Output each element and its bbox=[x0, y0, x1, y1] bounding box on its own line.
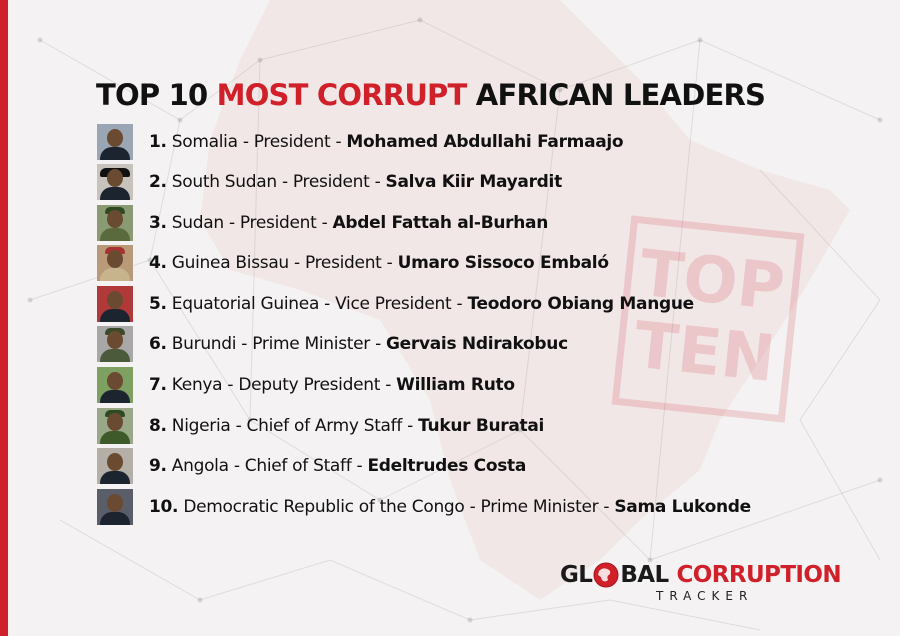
globe-icon bbox=[593, 562, 619, 588]
avatar bbox=[97, 123, 133, 160]
rank-number: 4. bbox=[149, 253, 167, 274]
rank-number: 7. bbox=[149, 375, 167, 396]
list-item: 4. Guinea Bissau - President - Umaro Sis… bbox=[97, 245, 751, 282]
leader-name: Mohamed Abdullahi Farmaajo bbox=[346, 131, 624, 152]
leader-name: Umaro Sissoco Embaló bbox=[397, 253, 609, 274]
logo-text-corruption: CORRUPTION bbox=[676, 562, 842, 588]
leader-name: Edeltrudes Costa bbox=[367, 456, 527, 477]
leader-role: Sudan - President - bbox=[166, 212, 333, 233]
avatar bbox=[97, 326, 133, 363]
leader-role: Burundi - Prime Minister - bbox=[166, 334, 387, 355]
leaders-list: 1. Somalia - President - Mohamed Abdulla… bbox=[97, 123, 751, 529]
avatar bbox=[97, 367, 133, 404]
leader-name: Abdel Fattah al-Burhan bbox=[332, 212, 549, 233]
list-item: 5. Equatorial Guinea - Vice President - … bbox=[97, 285, 751, 322]
list-item: 10. Democratic Republic of the Congo - P… bbox=[97, 488, 751, 525]
rank-number: 5. bbox=[149, 293, 167, 314]
rank-number: 9. bbox=[149, 456, 167, 477]
list-item: 1. Somalia - President - Mohamed Abdulla… bbox=[97, 123, 751, 160]
leader-name: Teodoro Obiang Mangue bbox=[467, 293, 694, 314]
rank-number: 6. bbox=[149, 334, 167, 355]
list-item: 7. Kenya - Deputy President - William Ru… bbox=[97, 367, 751, 404]
list-item: 8. Nigeria - Chief of Army Staff - Tukur… bbox=[97, 407, 751, 444]
title-suffix: AFRICAN LEADERS bbox=[466, 78, 766, 112]
rank-number: 3. bbox=[149, 212, 167, 233]
list-item: 2. South Sudan - President - Salva Kiir … bbox=[97, 164, 751, 201]
avatar bbox=[97, 488, 133, 525]
list-item: 9. Angola - Chief of Staff - Edeltrudes … bbox=[97, 448, 751, 485]
avatar bbox=[97, 164, 133, 201]
leader-role: Nigeria - Chief of Army Staff - bbox=[166, 415, 419, 436]
leader-role: South Sudan - President - bbox=[166, 172, 386, 193]
rank-number: 10. bbox=[149, 496, 179, 517]
leader-role: Guinea Bissau - President - bbox=[166, 253, 398, 274]
leader-name: Tukur Buratai bbox=[418, 415, 545, 436]
avatar bbox=[97, 204, 133, 241]
list-item: 3. Sudan - President - Abdel Fattah al-B… bbox=[97, 204, 751, 241]
logo-text-gl: GL bbox=[560, 562, 593, 588]
leader-role: Democratic Republic of the Congo - Prime… bbox=[178, 496, 615, 517]
leader-name: William Ruto bbox=[396, 375, 515, 396]
avatar bbox=[97, 407, 133, 444]
list-item: 6. Burundi - Prime Minister - Gervais Nd… bbox=[97, 326, 751, 363]
leader-role: Angola - Chief of Staff - bbox=[166, 456, 368, 477]
avatar bbox=[97, 285, 133, 322]
leader-name: Gervais Ndirakobuc bbox=[386, 334, 568, 355]
rank-number: 2. bbox=[149, 172, 167, 193]
leader-name: Sama Lukonde bbox=[614, 496, 751, 517]
rank-number: 8. bbox=[149, 415, 167, 436]
left-accent-bar bbox=[0, 0, 8, 636]
title-accent: MOST CORRUPT bbox=[216, 78, 468, 112]
page-title: TOP 10 MOST CORRUPT AFRICAN LEADERS bbox=[96, 78, 766, 112]
leader-role: Equatorial Guinea - Vice President - bbox=[166, 293, 468, 314]
logo-text-bal: BAL bbox=[620, 562, 669, 588]
avatar bbox=[97, 245, 133, 282]
leader-role: Somalia - President - bbox=[166, 131, 347, 152]
leader-role: Kenya - Deputy President - bbox=[166, 375, 397, 396]
logo-subtitle: TRACKER bbox=[656, 589, 754, 603]
global-corruption-tracker-logo: GL BAL CORRUPTION TRACKER bbox=[560, 562, 842, 603]
title-prefix: TOP 10 bbox=[96, 78, 217, 112]
leader-name: Salva Kiir Mayardit bbox=[385, 172, 563, 193]
avatar bbox=[97, 448, 133, 485]
rank-number: 1. bbox=[149, 131, 167, 152]
